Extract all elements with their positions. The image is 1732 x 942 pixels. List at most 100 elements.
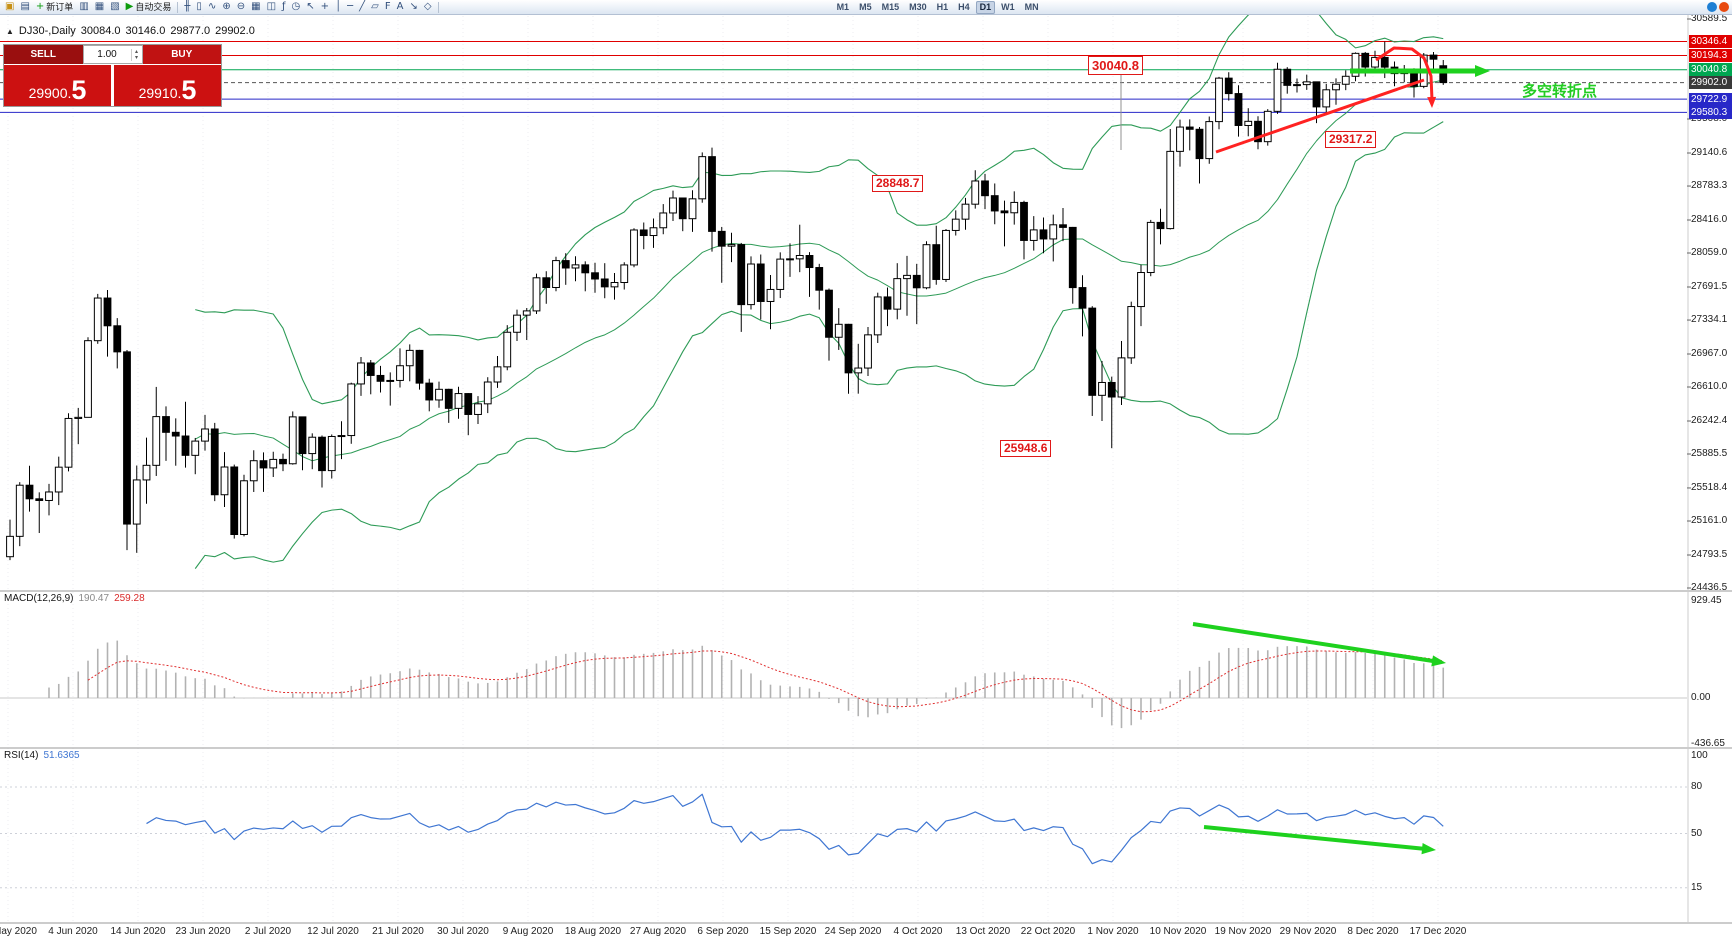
new-order-button[interactable]: + 新订单 — [34, 1, 75, 14]
price-level-box: 29580.3 — [1689, 105, 1732, 119]
community-icon[interactable] — [1707, 2, 1717, 12]
rsi-levels — [0, 786, 1687, 889]
date-label: 22 Oct 2020 — [1020, 926, 1076, 937]
buy-price-main: 29910. — [138, 85, 182, 101]
macd-scale-label: 0.00 — [1691, 692, 1711, 703]
timeframe-m15[interactable]: M15 — [881, 1, 900, 12]
chart-low: 29877.0 — [170, 25, 211, 37]
rsi-scale-label: 80 — [1691, 781, 1703, 792]
period-icon[interactable]: ◷ — [290, 1, 303, 14]
turning-point-label[interactable]: 多空转折点 — [1522, 83, 1598, 100]
cursor-icon[interactable]: ↖ — [304, 1, 316, 14]
bar-chart-icon[interactable]: ╫ — [182, 1, 192, 14]
timeframe-d1[interactable]: D1 — [975, 0, 996, 14]
timeframe-h4[interactable]: H4 — [958, 1, 970, 12]
price-tick-label: 27691.5 — [1691, 280, 1728, 292]
price-tick-label: 30589.5 — [1691, 13, 1728, 24]
auto-trading-button[interactable]: ▶ 自动交易 — [124, 1, 174, 14]
symbol-marker-icon: ▲ — [6, 27, 14, 36]
navigator-icon[interactable]: ▧ — [108, 1, 121, 14]
timeframe-mn[interactable]: MN — [1024, 1, 1039, 12]
horizontal-line-icon[interactable]: ─ — [345, 1, 355, 14]
new-chart-icon[interactable]: ▤ — [18, 1, 31, 14]
price-tick-label: 28059.0 — [1691, 247, 1728, 258]
date-label: 2 Jul 2020 — [244, 926, 292, 937]
date-label: 19 Nov 2020 — [1214, 926, 1272, 937]
text-icon: A — [396, 1, 404, 12]
rising-trendline-red[interactable] — [1215, 78, 1425, 154]
cascade-windows-icon[interactable]: ◫ — [265, 1, 278, 14]
fibonacci-icon: F — [384, 1, 391, 12]
app-icon[interactable]: ▣ — [3, 1, 16, 14]
fibonacci-icon[interactable]: F — [383, 1, 393, 14]
timeframe-group: M1 M5 M15 M30 H1 H4 D1 W1 MN — [833, 0, 1043, 14]
sell-button[interactable]: SELL — [4, 45, 83, 64]
tile-windows-icon[interactable]: ▦ — [249, 1, 262, 14]
volume-stepper[interactable]: 1.00 ▴ ▾ — [82, 45, 143, 64]
timeframe-m1[interactable]: M1 — [836, 1, 850, 12]
new-order-icon: + — [35, 1, 45, 12]
timeframe-m5[interactable]: M5 — [859, 1, 872, 12]
channel-icon[interactable]: ▱ — [369, 1, 381, 14]
line-chart-icon: ∿ — [207, 1, 217, 12]
date-label: 24 Sep 2020 — [824, 926, 882, 937]
price-tick-label: 26610.0 — [1691, 381, 1728, 392]
timeframe-h1[interactable]: H1 — [936, 1, 949, 12]
one-click-trading-panel[interactable]: SELL 1.00 ▴ ▾ BUY 29900. 5 29910. 5 — [3, 44, 222, 107]
auto-trading-icon: ▶ — [125, 1, 134, 12]
date-label: 4 Oct 2020 — [893, 926, 943, 937]
channel-icon: ▱ — [371, 1, 379, 12]
crosshair-icon[interactable]: + — [319, 1, 331, 14]
timeframe-m30[interactable]: M30 — [909, 1, 927, 12]
macd-divergence-arrow-green[interactable] — [1192, 622, 1446, 667]
price-annotation-label[interactable]: 29317.2 — [1325, 131, 1377, 148]
zoom-out-icon[interactable]: ⊖ — [235, 1, 247, 14]
buy-button[interactable]: BUY — [142, 45, 221, 64]
text-icon[interactable]: A — [395, 1, 406, 14]
candlestick-chart-icon[interactable]: ▯ — [194, 1, 204, 14]
resistance-highlight-arrow-green[interactable] — [1350, 65, 1490, 77]
sell-price[interactable]: 29900. 5 — [4, 65, 111, 106]
shapes-icon[interactable]: ◇ — [422, 1, 434, 14]
volume-decrease-button[interactable]: ▾ — [134, 54, 138, 61]
date-label: 30 Jul 2020 — [437, 926, 489, 937]
navigator-icon: ▧ — [110, 1, 120, 12]
trendline-icon: ╱ — [359, 1, 366, 12]
date-label: 14 Jun 2020 — [110, 926, 166, 937]
buy-price[interactable]: 29910. 5 — [114, 65, 221, 106]
candlestick-chart-icon: ▯ — [196, 1, 202, 12]
price-annotation-label[interactable]: 30040.8 — [1088, 56, 1143, 75]
horizontal-line-icon: ─ — [347, 1, 354, 12]
volume-value[interactable]: 1.00 — [97, 49, 117, 60]
line-chart-icon[interactable]: ∿ — [206, 1, 218, 14]
sell-price-pip: 5 — [71, 75, 87, 105]
arrows-icon[interactable]: ↘ — [407, 1, 419, 14]
toolbar: ▣ ▤ + 新订单 ▥ ▦ ▧ ▶ 自动交易 ╫ ▯ ∿ ⊕ ⊖ ▦ ◫ ƒ ◷ ↖ + │ ─ ╱ ▱ F A ↘ ◇ M1 M5 M15… — [0, 0, 1732, 15]
news-icon[interactable] — [1719, 2, 1729, 12]
volume-increase-button[interactable]: ▴ — [134, 48, 138, 55]
profiles-icon[interactable]: ▥ — [77, 1, 90, 14]
macd-label: MACD(12,26,9) 190.47 259.28 — [4, 593, 145, 604]
macd-value-signal: 259.28 — [114, 593, 145, 604]
trendline-icon[interactable]: ╱ — [357, 1, 367, 14]
date-label: 26 May 2020 — [0, 926, 37, 937]
rsi-scale-label: 50 — [1691, 827, 1703, 839]
reversal-arrow-red[interactable] — [1375, 46, 1437, 108]
rsi-name: RSI(14) — [4, 750, 39, 761]
price-level-box: 30194.3 — [1689, 49, 1732, 63]
date-label: 10 Nov 2020 — [1149, 926, 1207, 937]
new-chart-icon: ▤ — [20, 1, 30, 12]
price-annotation-label[interactable]: 25948.6 — [1000, 440, 1052, 457]
price-tick-label: 28416.0 — [1691, 213, 1728, 225]
zoom-in-icon[interactable]: ⊕ — [220, 1, 232, 14]
indicators-icon[interactable]: ƒ — [280, 1, 288, 14]
price-annotation-label[interactable]: 28848.7 — [872, 175, 924, 192]
rsi-divergence-arrow-green[interactable] — [1203, 825, 1436, 855]
rsi-value: 51.6365 — [43, 750, 80, 761]
timeframe-w1[interactable]: W1 — [1001, 1, 1015, 12]
macd-value-main: 190.47 — [78, 593, 110, 604]
market-watch-icon[interactable]: ▦ — [93, 1, 106, 14]
vertical-line-icon[interactable]: │ — [333, 1, 343, 14]
panel-separators — [0, 15, 1732, 924]
